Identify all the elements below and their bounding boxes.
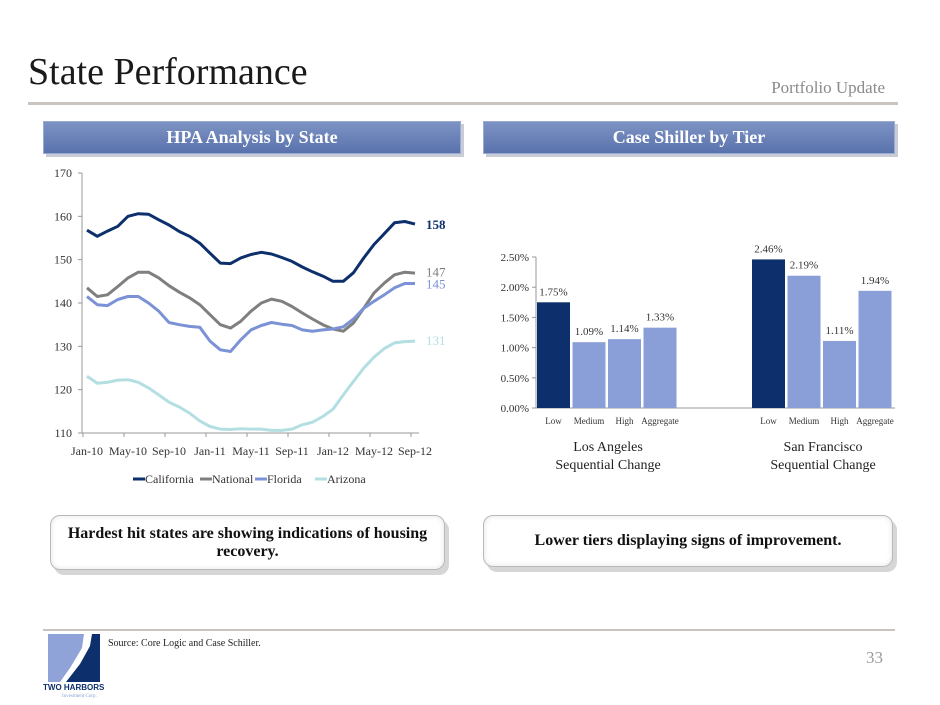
legend-label-california: California <box>145 472 194 486</box>
hpa-line-chart: 110 120 130 140 150 160 170 Jan-10 May-10 Sep-10 J… <box>54 166 446 486</box>
case-shiller-callout: Lower tiers displaying signs of improvem… <box>483 515 893 567</box>
bar-value-label: 1.14% <box>610 323 638 335</box>
category-label: Low <box>760 416 777 426</box>
x-tick-label: May-10 <box>109 444 147 458</box>
y-tick-label: 130 <box>54 339 72 353</box>
series-line-national <box>86 270 416 333</box>
y-tick-label: 0.50% <box>501 373 529 385</box>
bar-low <box>752 259 785 408</box>
series-line-florida <box>86 282 415 353</box>
y-tick-label: 140 <box>54 296 72 310</box>
x-tick-label: Sep-11 <box>275 444 309 458</box>
y-tick-label: 150 <box>54 253 72 267</box>
page-title: State Performance <box>28 51 308 93</box>
series-line-california <box>86 212 416 283</box>
bar-aggregate <box>858 290 892 408</box>
case-shiller-bar-chart: 0.00% 0.50% 1.00% 1.50% 2.00% 2.50% 1.75% Low 1.… <box>501 243 895 473</box>
bar-value-label: 2.46% <box>754 243 782 255</box>
footer-divider <box>43 629 895 631</box>
bar-value-label: 1.11% <box>825 325 853 337</box>
y-tick-label: 1.00% <box>501 343 529 355</box>
legend-label-florida: Florida <box>267 472 302 486</box>
y-tick-label: 2.00% <box>501 282 529 294</box>
logo-subtext: Investment Corp. <box>62 694 97 699</box>
x-tick-label: Jan-11 <box>194 444 226 458</box>
bar-value-label: 2.19% <box>790 260 818 272</box>
y-tick-label: 170 <box>54 166 72 180</box>
bar-value-label: 1.75% <box>539 286 567 298</box>
group-label: Los Angeles <box>573 440 643 455</box>
bar-value-label: 1.09% <box>575 326 603 338</box>
logo-text: TWO HARBORS <box>43 683 105 692</box>
series-line-arizona <box>86 339 416 432</box>
x-tick-label: Jan-10 <box>71 444 103 458</box>
source-note: Source: Core Logic and Case Schiller. <box>108 638 261 649</box>
bar-value-label: 1.94% <box>861 275 889 287</box>
case-shiller-heading: Case Shiller by Tier <box>483 121 895 154</box>
legend-label-national: National <box>212 472 254 486</box>
category-label: Aggregate <box>856 416 893 426</box>
bar-low <box>537 302 570 408</box>
y-tick-label: 110 <box>54 426 72 440</box>
end-label-california: 158 <box>426 217 446 232</box>
bar-value-label: 1.33% <box>646 312 674 324</box>
category-label: Medium <box>574 416 605 426</box>
x-tick-label: Jan-12 <box>317 444 349 458</box>
y-tick-label: 160 <box>54 209 72 223</box>
two-harbors-logo <box>46 634 100 682</box>
group-label: San Francisco <box>784 440 863 455</box>
category-label: Aggregate <box>641 416 678 426</box>
x-tick-label: Sep-10 <box>152 444 186 458</box>
group-sublabel: Sequential Change <box>555 458 660 473</box>
legend-label-arizona: Arizona <box>327 472 366 486</box>
bar-high <box>608 339 641 408</box>
y-tick-label: 1.50% <box>501 312 529 324</box>
y-tick-label: 2.50% <box>501 252 529 264</box>
bar-medium <box>572 342 606 408</box>
title-divider <box>28 102 898 105</box>
category-label: Low <box>545 416 562 426</box>
category-label: Medium <box>789 416 820 426</box>
y-tick-label: 120 <box>54 383 72 397</box>
x-tick-label: May-12 <box>355 444 393 458</box>
end-label-florida: 145 <box>426 277 446 292</box>
x-tick-label: May-11 <box>232 444 270 458</box>
end-label-national: 147 <box>426 265 446 280</box>
page-subtitle: Portfolio Update <box>771 78 885 97</box>
hpa-heading: HPA Analysis by State <box>43 121 461 154</box>
y-tick-label: 0.00% <box>501 403 529 415</box>
bar-medium <box>787 275 821 408</box>
category-label: High <box>616 416 635 426</box>
page-number: 33 <box>866 648 883 667</box>
bar-aggregate <box>643 327 677 408</box>
bar-high <box>823 340 856 408</box>
group-sublabel: Sequential Change <box>770 458 875 473</box>
end-label-arizona: 131 <box>426 333 446 348</box>
hpa-callout: Hardest hit states are showing indicatio… <box>50 515 445 570</box>
x-tick-label: Sep-12 <box>398 444 432 458</box>
category-label: High <box>831 416 850 426</box>
